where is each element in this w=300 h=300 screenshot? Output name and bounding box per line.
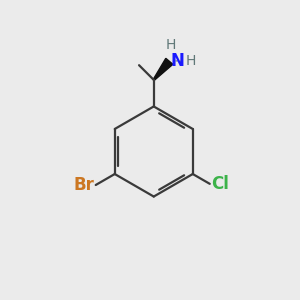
- Text: Cl: Cl: [211, 175, 229, 193]
- Polygon shape: [153, 58, 173, 80]
- Text: H: H: [185, 54, 196, 68]
- Text: N: N: [170, 52, 184, 70]
- Text: Br: Br: [74, 176, 94, 194]
- Text: H: H: [166, 38, 176, 52]
